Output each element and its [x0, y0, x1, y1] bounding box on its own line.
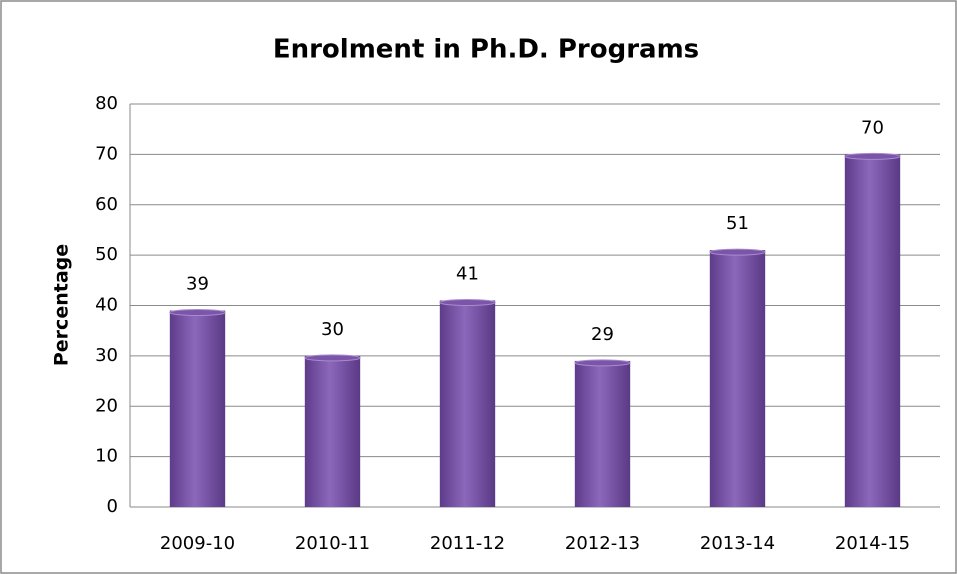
bar	[169, 310, 226, 507]
data-label: 70	[861, 117, 884, 138]
bar	[709, 250, 766, 507]
chart-title: Enrolment in Ph.D. Programs	[273, 35, 699, 65]
data-label: 51	[726, 213, 749, 234]
data-label: 39	[186, 274, 209, 295]
y-tick-label: 20	[95, 395, 118, 416]
data-label: 41	[456, 263, 479, 284]
bar-cap	[169, 309, 226, 317]
bar	[304, 355, 361, 507]
data-label: 29	[591, 324, 614, 345]
y-axis-label: Percentage	[51, 244, 73, 366]
y-tick-label: 70	[95, 143, 118, 164]
x-tick-label: 2011-12	[430, 533, 505, 554]
bar-cap	[439, 298, 496, 306]
x-tick-label: 2013-14	[700, 533, 775, 554]
y-tick-label: 40	[95, 295, 118, 316]
bar	[574, 360, 631, 507]
y-tick-label: 50	[95, 244, 118, 265]
bar-cap	[709, 248, 766, 256]
x-tick-label: 2009-10	[160, 533, 235, 554]
x-tick-label: 2010-11	[295, 533, 370, 554]
bar-cap	[574, 359, 631, 367]
y-tick-label: 80	[95, 93, 118, 114]
y-tick-label: 10	[95, 446, 118, 467]
y-tick-label: 0	[107, 496, 118, 517]
bar-cap	[304, 354, 361, 362]
x-tick-label: 2012-13	[565, 533, 640, 554]
bar-cap	[844, 152, 901, 160]
bar	[844, 154, 901, 507]
x-tick-label: 2014-15	[835, 533, 910, 554]
y-tick-label: 30	[95, 345, 118, 366]
y-tick-label: 60	[95, 194, 118, 215]
bar	[439, 300, 496, 507]
data-label: 30	[321, 319, 344, 340]
